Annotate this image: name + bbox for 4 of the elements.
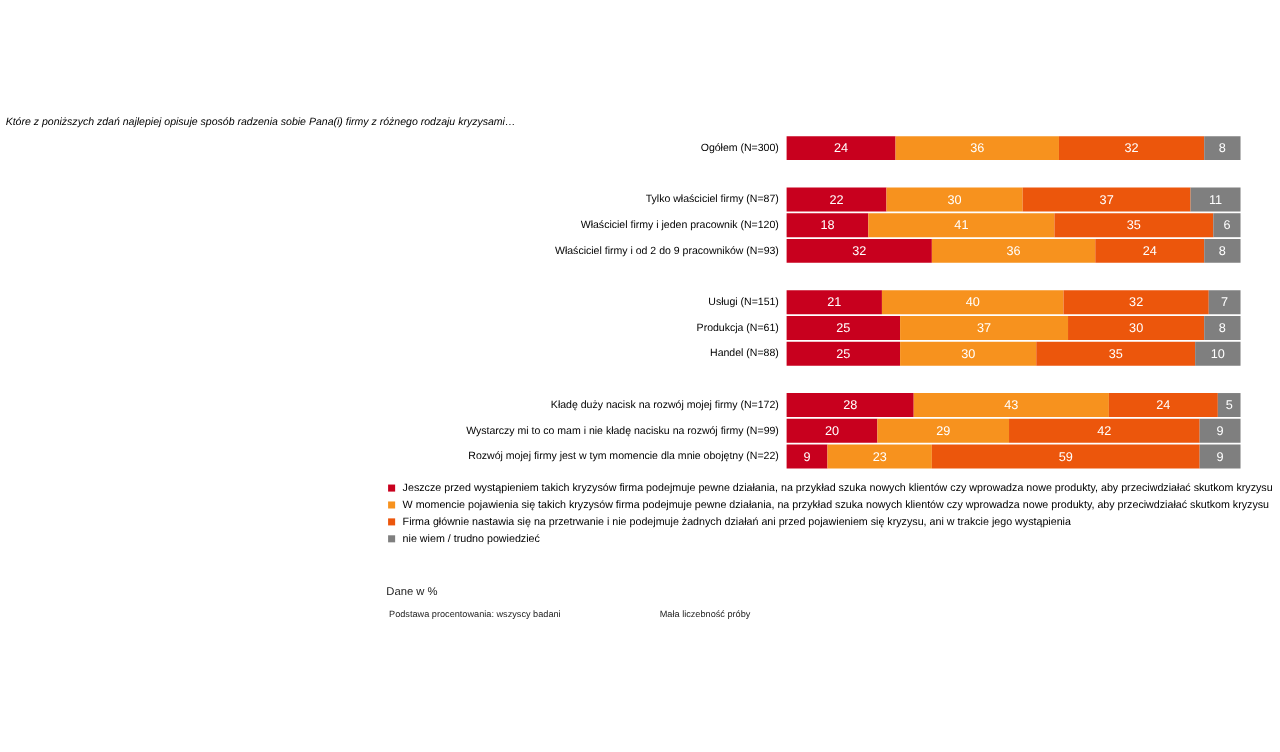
bar [1204,136,1241,161]
bar [1058,136,1205,161]
bar [786,136,896,161]
bar [895,136,1059,161]
